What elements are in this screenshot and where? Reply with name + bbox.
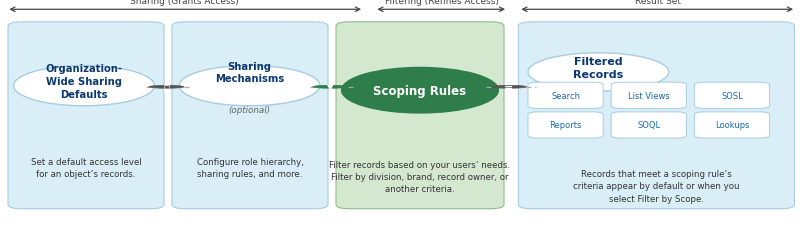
Text: Sharing (Grants Access): Sharing (Grants Access) bbox=[130, 0, 238, 6]
FancyBboxPatch shape bbox=[518, 23, 794, 209]
FancyBboxPatch shape bbox=[694, 112, 770, 138]
Ellipse shape bbox=[149, 86, 184, 89]
Text: Result Set: Result Set bbox=[634, 0, 681, 6]
Text: Organization-
Wide Sharing
Defaults: Organization- Wide Sharing Defaults bbox=[46, 64, 122, 99]
Text: Records that meet a scoping rule’s
criteria appear by default or when you
select: Records that meet a scoping rule’s crite… bbox=[573, 170, 740, 203]
Text: Sharing
Mechanisms: Sharing Mechanisms bbox=[215, 61, 284, 84]
FancyBboxPatch shape bbox=[172, 23, 328, 209]
Ellipse shape bbox=[342, 68, 498, 114]
Text: Scoping Rules: Scoping Rules bbox=[374, 84, 466, 97]
Text: Filtering (Refines Access): Filtering (Refines Access) bbox=[385, 0, 498, 6]
Ellipse shape bbox=[491, 86, 526, 89]
Text: Search: Search bbox=[551, 91, 580, 100]
Text: Filter records based on your users’ needs.
Filter by division, brand, record own: Filter records based on your users’ need… bbox=[330, 160, 510, 194]
FancyBboxPatch shape bbox=[611, 112, 686, 138]
FancyBboxPatch shape bbox=[611, 83, 686, 109]
Text: (optional): (optional) bbox=[229, 106, 270, 115]
Text: List Views: List Views bbox=[628, 91, 670, 100]
FancyBboxPatch shape bbox=[528, 83, 603, 109]
Text: Reports: Reports bbox=[550, 121, 582, 130]
FancyBboxPatch shape bbox=[694, 83, 770, 109]
Text: Lookups: Lookups bbox=[714, 121, 750, 130]
Ellipse shape bbox=[528, 54, 669, 92]
Text: =: = bbox=[504, 82, 514, 92]
FancyBboxPatch shape bbox=[336, 23, 504, 209]
Text: Set a default access level
for an object’s records.: Set a default access level for an object… bbox=[30, 158, 142, 178]
Text: SOSL: SOSL bbox=[721, 91, 743, 100]
FancyBboxPatch shape bbox=[528, 112, 603, 138]
Text: SOQL: SOQL bbox=[638, 121, 660, 130]
Text: Filtered
Records: Filtered Records bbox=[574, 57, 623, 79]
Ellipse shape bbox=[179, 66, 320, 106]
Text: ⧉: ⧉ bbox=[163, 82, 170, 92]
Text: ▼: ▼ bbox=[327, 83, 334, 92]
Text: Configure role hierarchy,
sharing rules, and more.: Configure role hierarchy, sharing rules,… bbox=[197, 158, 303, 178]
FancyBboxPatch shape bbox=[8, 23, 164, 209]
Ellipse shape bbox=[14, 66, 154, 106]
Ellipse shape bbox=[313, 86, 348, 89]
